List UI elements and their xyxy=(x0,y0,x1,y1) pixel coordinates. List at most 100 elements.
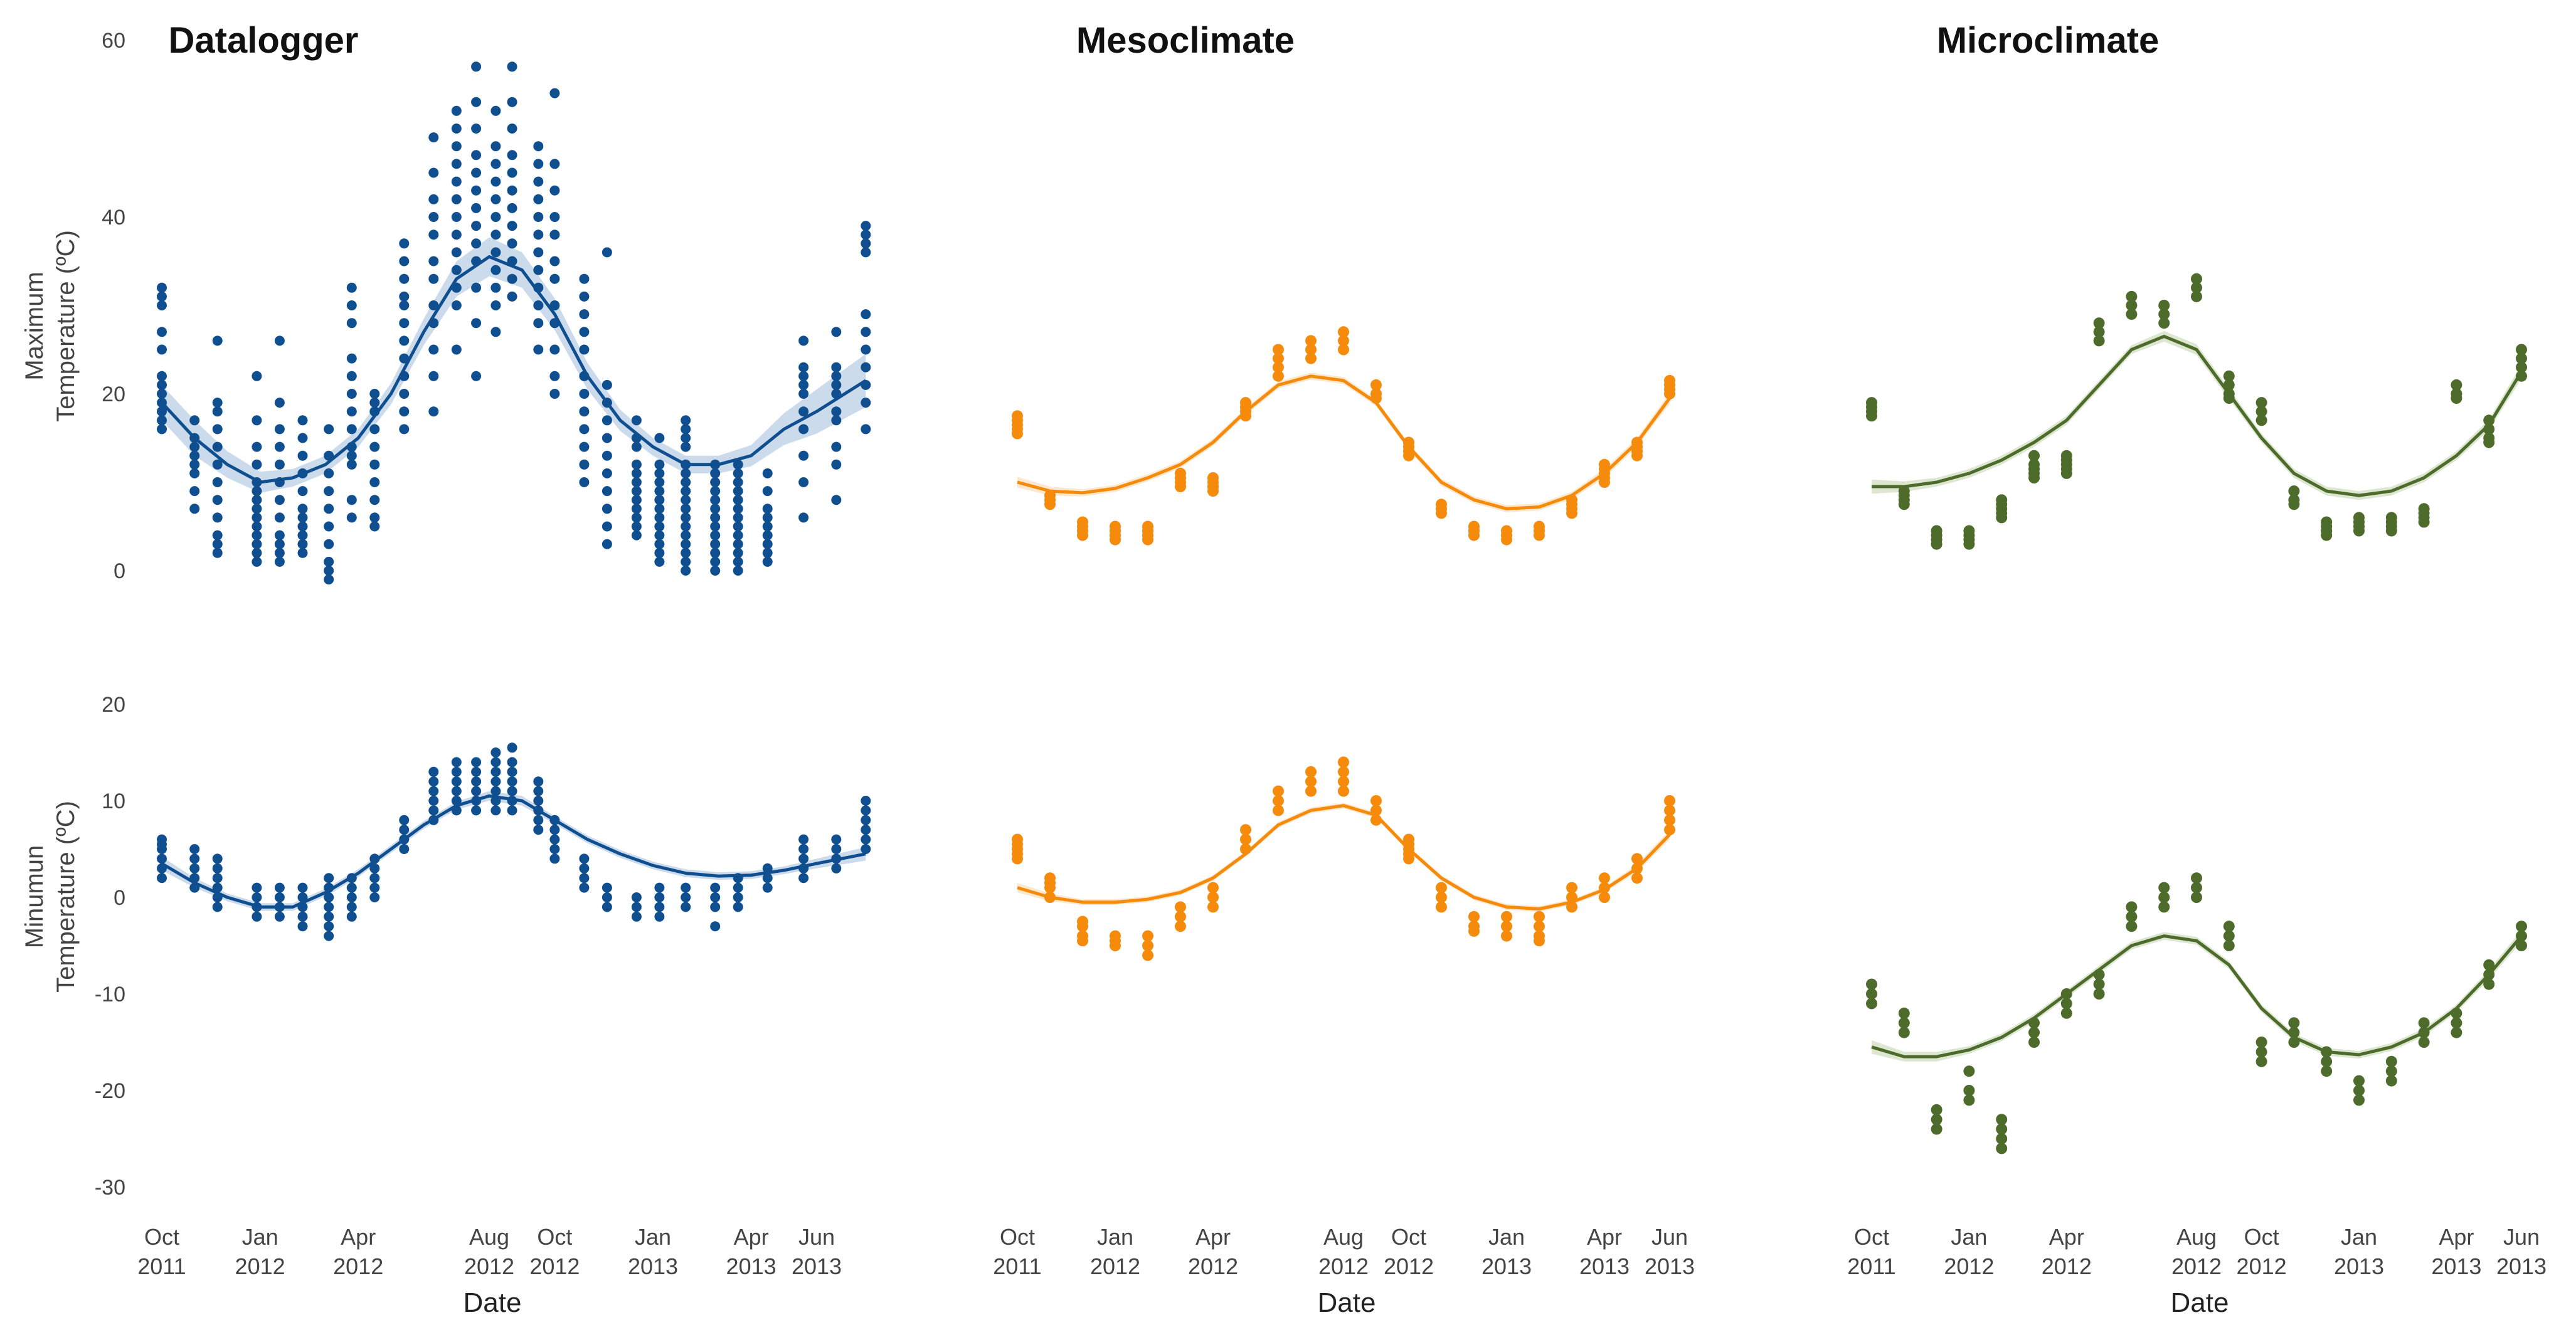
x-tick-label-year: 2013 xyxy=(2496,1254,2547,1279)
data-point xyxy=(490,300,501,310)
data-point xyxy=(2451,388,2462,399)
data-point xyxy=(1370,795,1382,806)
panel-0-2 xyxy=(1866,273,2527,550)
data-point xyxy=(1436,882,1447,894)
data-point xyxy=(602,892,612,902)
data-point xyxy=(2093,326,2105,338)
x-tick-label-year: 2013 xyxy=(726,1254,777,1279)
data-point xyxy=(831,327,842,337)
smooth-trend-line xyxy=(1872,334,2523,497)
data-point xyxy=(428,766,439,777)
x-tick-label-year: 2013 xyxy=(628,1254,678,1279)
data-point xyxy=(212,873,223,884)
data-point xyxy=(1012,833,1023,845)
data-point xyxy=(579,882,590,893)
data-point xyxy=(861,238,871,249)
data-point xyxy=(681,566,691,576)
data-point xyxy=(2158,317,2170,329)
data-point xyxy=(346,459,357,470)
data-point xyxy=(579,873,590,884)
data-point xyxy=(252,486,262,497)
x-tick-label-month: Jan xyxy=(242,1224,278,1250)
data-point xyxy=(1207,882,1219,894)
data-point xyxy=(861,825,871,835)
data-point xyxy=(1931,525,1943,537)
data-point xyxy=(710,495,721,505)
data-point xyxy=(1142,930,1153,942)
data-point xyxy=(798,389,809,399)
data-point xyxy=(733,566,743,576)
data-point xyxy=(710,512,721,523)
data-point xyxy=(1468,921,1480,932)
data-point xyxy=(1077,916,1088,927)
ylabel-line2-row1: Temperature (ºC) xyxy=(52,801,80,993)
data-point xyxy=(861,844,871,854)
data-point xyxy=(399,406,410,417)
data-point xyxy=(324,921,334,932)
data-point xyxy=(654,504,665,514)
data-point xyxy=(1501,921,1512,932)
data-point xyxy=(2028,458,2040,470)
data-point xyxy=(507,757,517,768)
data-point xyxy=(602,247,612,258)
data-point xyxy=(733,892,743,902)
data-point xyxy=(507,238,517,249)
data-point xyxy=(1534,930,1545,942)
data-point xyxy=(274,424,285,435)
data-point xyxy=(2516,940,2527,951)
data-point xyxy=(252,371,262,381)
data-point xyxy=(710,902,721,912)
data-point xyxy=(399,300,410,310)
data-point xyxy=(157,344,167,355)
data-point xyxy=(2483,978,2495,990)
data-point xyxy=(762,556,773,567)
data-point xyxy=(2223,940,2235,951)
data-point xyxy=(533,344,544,355)
x-tick-label-month: Oct xyxy=(2244,1224,2279,1250)
data-point xyxy=(399,256,410,267)
data-point xyxy=(579,441,590,452)
data-point xyxy=(654,556,665,567)
data-point xyxy=(654,882,665,893)
data-point xyxy=(1866,978,1877,990)
data-point xyxy=(471,203,482,213)
data-point xyxy=(274,539,285,549)
x-tick-label-year: 2013 xyxy=(1579,1254,1630,1279)
data-point xyxy=(733,486,743,497)
data-point xyxy=(631,415,642,426)
x-tick-label-year: 2012 xyxy=(333,1254,383,1279)
data-point xyxy=(710,468,721,478)
data-point xyxy=(762,521,773,532)
data-point xyxy=(1931,1123,1943,1135)
data-point xyxy=(2516,361,2527,373)
data-point xyxy=(490,327,501,337)
data-point xyxy=(471,282,482,293)
data-point xyxy=(1599,892,1610,903)
data-point xyxy=(252,530,262,541)
data-point xyxy=(654,512,665,523)
data-point xyxy=(2223,370,2235,382)
data-point xyxy=(428,371,439,381)
data-point xyxy=(428,776,439,787)
data-point xyxy=(252,441,262,452)
data-point xyxy=(1403,833,1414,845)
data-point xyxy=(861,362,871,372)
data-point xyxy=(2516,352,2527,364)
data-point xyxy=(710,921,721,932)
data-point xyxy=(631,468,642,478)
data-point xyxy=(2126,921,2138,932)
data-point xyxy=(490,757,501,768)
data-point xyxy=(252,556,262,567)
data-point xyxy=(1175,901,1186,913)
data-point xyxy=(212,853,223,864)
data-point xyxy=(1142,949,1153,961)
data-point xyxy=(1305,344,1317,356)
data-point xyxy=(1240,397,1251,409)
data-point xyxy=(579,309,590,320)
data-point xyxy=(762,504,773,514)
data-point xyxy=(681,433,691,443)
data-point xyxy=(252,882,262,893)
data-point xyxy=(1963,1085,1975,1096)
data-point xyxy=(549,853,560,864)
